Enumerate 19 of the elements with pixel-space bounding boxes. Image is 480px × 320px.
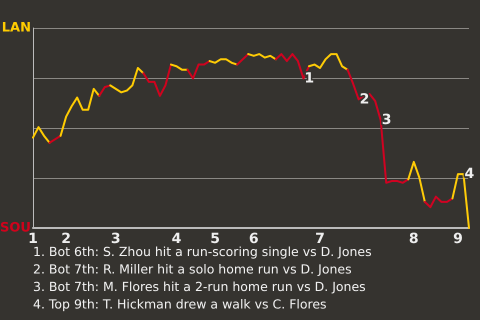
text: SOU	[0, 220, 31, 236]
x-tick-label: 3	[110, 231, 121, 247]
text: 2. Bot 7th: R. Miller hit a solo home run vs D. Jones	[33, 262, 352, 276]
x-tick-label: 9	[453, 231, 463, 247]
x-tick-label: 6	[248, 231, 259, 247]
x-tick-label: 8	[408, 231, 419, 247]
text: 3. Bot 7th: M. Flores hit a 2-run home run vs D. Jones	[33, 279, 366, 294]
text: 1. Bot 6th: S. Zhou hit a run-scoring single vs D. Jones	[33, 244, 372, 259]
x-tick-label: 2	[61, 231, 71, 247]
x-tick-label: 1	[28, 231, 38, 247]
text: 4. Top 9th: T. Hickman drew a walk vs C. Flores	[33, 296, 327, 312]
annotation: 2	[360, 91, 370, 108]
annotation: 1	[304, 70, 314, 86]
x-tick-label: 5	[210, 231, 220, 247]
annotation: 3	[382, 112, 392, 128]
text: LAN	[2, 20, 31, 36]
annotation: 4	[464, 166, 474, 182]
x-tick-label: 7	[315, 231, 325, 247]
x-tick-label: 4	[172, 231, 182, 247]
